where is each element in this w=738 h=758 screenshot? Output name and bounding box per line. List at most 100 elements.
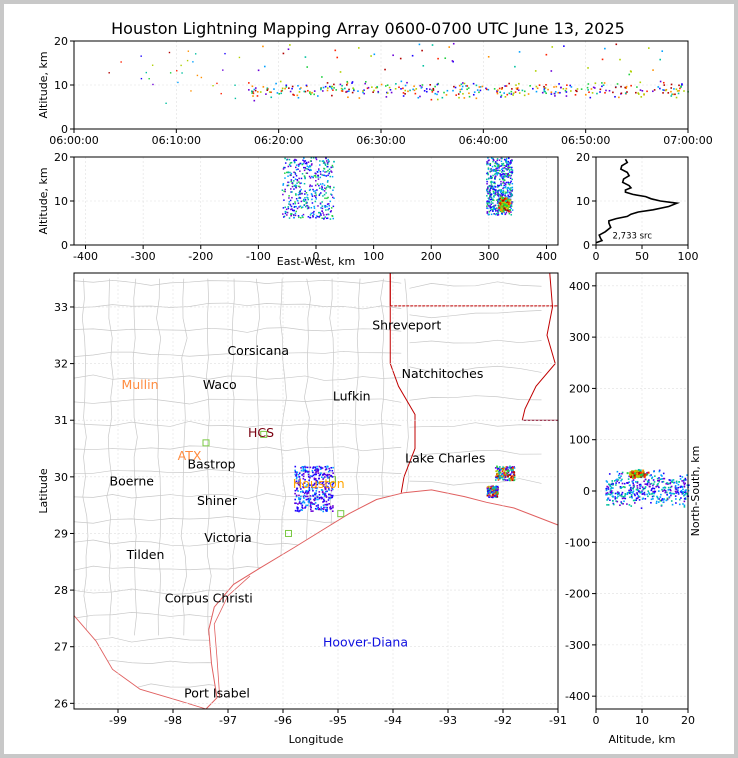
north-south-source-point (619, 494, 621, 497)
map-source-point (510, 478, 512, 481)
map-source-point (486, 494, 489, 497)
north-south-source-point (607, 486, 610, 489)
north-south-source-point (685, 492, 687, 495)
east-west-source-point (299, 162, 301, 165)
map-source-point (331, 476, 334, 478)
histogram-frame (595, 156, 689, 246)
east-west-source-point (320, 207, 322, 209)
north-south-core-point (632, 470, 635, 473)
north-south-core-point (631, 475, 634, 478)
time-height-source-point (212, 84, 214, 87)
east-west-source-point (503, 184, 505, 187)
north-south-source-point (654, 490, 657, 493)
east-west-source-point (505, 165, 508, 167)
time-height-source-point (404, 89, 407, 92)
east-west-source-point (289, 204, 292, 207)
time-height-source-point (370, 55, 372, 57)
map-source-point (321, 489, 324, 491)
time-height-x-tick-label: 06:20:00 (254, 134, 303, 147)
time-height-source-point (285, 86, 288, 88)
time-height-source-point (553, 86, 555, 88)
time-height-source-point (330, 87, 333, 90)
map-source-point (308, 500, 310, 502)
east-west-source-point (331, 215, 334, 217)
north-south-source-point (616, 480, 618, 483)
east-west-source-point (322, 212, 324, 214)
map-source-point (302, 469, 305, 471)
city-label: Houston (293, 476, 345, 491)
east-west-x-tick-label: 0 (313, 250, 320, 263)
map-source-point (497, 470, 500, 473)
parish-line (409, 339, 542, 344)
map-source-point (320, 496, 323, 499)
north-south-core-point (633, 474, 636, 477)
east-west-source-point (313, 213, 315, 216)
county-line (81, 278, 89, 636)
time-height-source-point (532, 87, 534, 90)
east-west-source-point (311, 195, 314, 198)
time-height-source-point (518, 51, 521, 53)
map-source-point (314, 487, 317, 489)
map-y-tick-label: 26 (54, 697, 68, 710)
north-south-source-point (668, 496, 671, 498)
time-height-source-point (309, 93, 312, 96)
north-south-source-point (657, 482, 659, 485)
time-height-source-point (562, 87, 565, 90)
east-west-source-point (507, 162, 510, 164)
east-west-source-point (328, 203, 330, 205)
north-south-source-point (633, 485, 636, 488)
east-west-source-point (496, 162, 498, 165)
map-source-point (487, 492, 489, 495)
east-west-source-point (318, 194, 321, 196)
time-height-source-point (346, 84, 348, 86)
north-south-source-point (632, 488, 635, 490)
time-height-source-point (251, 92, 253, 94)
map-source-point (312, 474, 315, 477)
east-west-source-point (489, 177, 492, 179)
north-south-source-point (635, 488, 638, 491)
east-west-core-point (502, 209, 505, 212)
east-west-source-point (503, 158, 506, 161)
east-west-source-point (487, 207, 489, 210)
map-source-point (501, 472, 504, 475)
map-source-point (508, 470, 510, 472)
map-source-point (299, 481, 301, 483)
east-west-source-point (501, 163, 503, 165)
north-south-source-point (606, 481, 609, 483)
time-height-source-point (333, 83, 335, 86)
map-source-point (307, 498, 309, 501)
east-west-source-point (293, 171, 295, 174)
map-source-point (495, 494, 497, 496)
time-height-source-point (386, 91, 388, 94)
east-west-source-point (329, 200, 331, 203)
east-west-source-point (498, 199, 500, 201)
east-west-source-point (506, 188, 509, 191)
east-west-source-point (504, 175, 506, 178)
time-height-source-point (455, 94, 458, 96)
time-height-source-point (679, 87, 681, 90)
map-source-point (508, 479, 511, 482)
north-south-source-point (642, 488, 644, 491)
east-west-source-point (500, 168, 503, 171)
north-south-source-point (607, 498, 609, 501)
map-source-point (303, 494, 306, 497)
map-source-point (308, 488, 311, 491)
east-west-source-point (502, 191, 505, 193)
time-height-source-point (667, 92, 670, 94)
time-height-source-point (545, 92, 547, 95)
east-west-source-point (495, 209, 497, 212)
time-height-source-point (392, 54, 394, 57)
north-south-source-point (679, 475, 682, 478)
map-source-point (318, 497, 321, 499)
north-south-source-point (609, 499, 611, 501)
east-west-source-point (323, 167, 325, 170)
east-west-source-point (497, 195, 500, 197)
time-height-source-point (681, 84, 683, 86)
map-source-point (323, 492, 326, 495)
map-source-point (327, 486, 329, 488)
east-west-source-point (297, 168, 299, 171)
north-south-source-point (608, 483, 610, 485)
map-source-point (305, 504, 307, 507)
east-west-source-point (510, 202, 513, 205)
time-height-source-point (140, 77, 143, 80)
